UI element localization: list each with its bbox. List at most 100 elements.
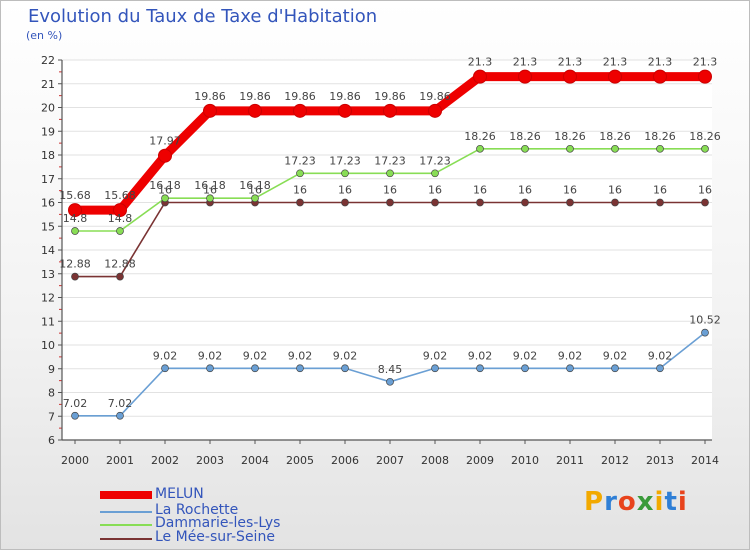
data-label: 16 <box>653 184 667 197</box>
data-point <box>656 364 664 373</box>
x-tick-label: 2001 <box>106 454 134 467</box>
data-label: 16.18 <box>149 179 181 192</box>
data-point <box>386 198 394 207</box>
data-point <box>116 272 124 281</box>
data-point <box>428 103 442 118</box>
data-label: 21.3 <box>558 56 583 69</box>
x-tick-label: 2013 <box>646 454 674 467</box>
x-tick-label: 2014 <box>691 454 719 467</box>
data-point <box>341 364 349 373</box>
data-label: 16.18 <box>194 179 226 192</box>
data-label: 15.68 <box>104 189 136 202</box>
data-point <box>293 103 307 118</box>
data-label: 16 <box>428 184 442 197</box>
proxiti-logo: Proxiti <box>584 487 688 517</box>
y-tick-label: 13 <box>41 268 55 281</box>
data-label: 9.02 <box>243 349 268 362</box>
data-point <box>611 198 619 207</box>
data-point <box>161 364 169 373</box>
data-label: 16 <box>293 184 307 197</box>
data-label: 12.88 <box>104 258 136 271</box>
legend-swatch <box>100 524 152 526</box>
data-label: 19.86 <box>239 90 271 103</box>
data-point <box>521 144 529 153</box>
y-tick-label: 16 <box>41 197 55 210</box>
y-tick-label: 12 <box>41 292 55 305</box>
data-label: 16 <box>158 184 172 197</box>
x-tick-label: 2006 <box>331 454 359 467</box>
y-tick-label: 22 <box>41 54 55 67</box>
data-point <box>701 198 709 207</box>
x-tick-label: 2011 <box>556 454 584 467</box>
data-point <box>158 148 172 163</box>
x-tick-label: 2004 <box>241 454 269 467</box>
data-label: 19.86 <box>374 90 406 103</box>
data-label: 7.02 <box>108 397 133 410</box>
legend-swatch <box>100 511 152 513</box>
data-point <box>68 203 82 218</box>
data-label: 7.02 <box>63 397 88 410</box>
data-label: 16 <box>383 184 397 197</box>
data-point <box>116 227 124 235</box>
data-point <box>701 328 709 337</box>
data-label: 19.86 <box>284 90 316 103</box>
logo-letter: t <box>664 487 678 517</box>
data-point <box>656 144 664 153</box>
y-tick-label: 11 <box>41 315 55 328</box>
x-tick-label: 2003 <box>196 454 224 467</box>
data-point <box>386 377 394 386</box>
x-tick-label: 2008 <box>421 454 449 467</box>
data-point <box>698 69 712 84</box>
data-label: 14.8 <box>108 212 133 225</box>
data-point <box>431 198 439 207</box>
data-point <box>566 198 574 207</box>
data-point <box>611 364 619 373</box>
data-point <box>296 198 304 207</box>
data-label: 16 <box>608 184 622 197</box>
data-label: 21.3 <box>468 56 493 69</box>
y-tick-label: 15 <box>41 220 55 233</box>
data-label: 16 <box>698 184 712 197</box>
data-point <box>701 144 709 153</box>
logo-letter: x <box>636 487 655 517</box>
data-label: 16 <box>473 184 487 197</box>
data-point <box>251 364 259 373</box>
data-label: 21.3 <box>603 56 628 69</box>
data-label: 18.26 <box>554 130 586 143</box>
data-point <box>608 69 622 84</box>
data-label: 18.26 <box>509 130 541 143</box>
data-label: 16 <box>563 184 577 197</box>
data-label: 9.02 <box>648 349 673 362</box>
data-point <box>431 364 439 373</box>
data-point <box>71 411 79 420</box>
data-label: 9.02 <box>153 349 178 362</box>
legend-label: Dammarie-les-Lys <box>155 515 281 531</box>
data-label: 9.02 <box>513 349 538 362</box>
data-point <box>71 227 79 235</box>
data-point <box>386 169 394 178</box>
data-point <box>341 198 349 207</box>
x-tick-label: 2012 <box>601 454 629 467</box>
y-tick-label: 21 <box>41 78 55 91</box>
data-label: 12.88 <box>59 258 91 271</box>
legend-swatch <box>100 491 152 499</box>
y-tick-label: 19 <box>41 125 55 138</box>
data-point <box>518 69 532 84</box>
data-label: 10.52 <box>689 314 721 327</box>
x-tick-label: 2007 <box>376 454 404 467</box>
data-label: 9.02 <box>603 349 628 362</box>
logo-letter: i <box>654 487 665 517</box>
data-label: 9.02 <box>198 349 223 362</box>
data-point <box>206 364 214 373</box>
y-tick-label: 9 <box>48 363 55 376</box>
logo-letter: P <box>584 487 605 517</box>
data-label: 17.97 <box>149 135 181 148</box>
data-point <box>521 364 529 373</box>
data-point <box>521 198 529 207</box>
unit-label: (en %) <box>26 29 63 42</box>
chart-title: Evolution du Taux de Taxe d'Habitation <box>28 6 378 27</box>
data-point <box>563 69 577 84</box>
data-label: 9.02 <box>468 349 493 362</box>
data-point <box>566 364 574 373</box>
